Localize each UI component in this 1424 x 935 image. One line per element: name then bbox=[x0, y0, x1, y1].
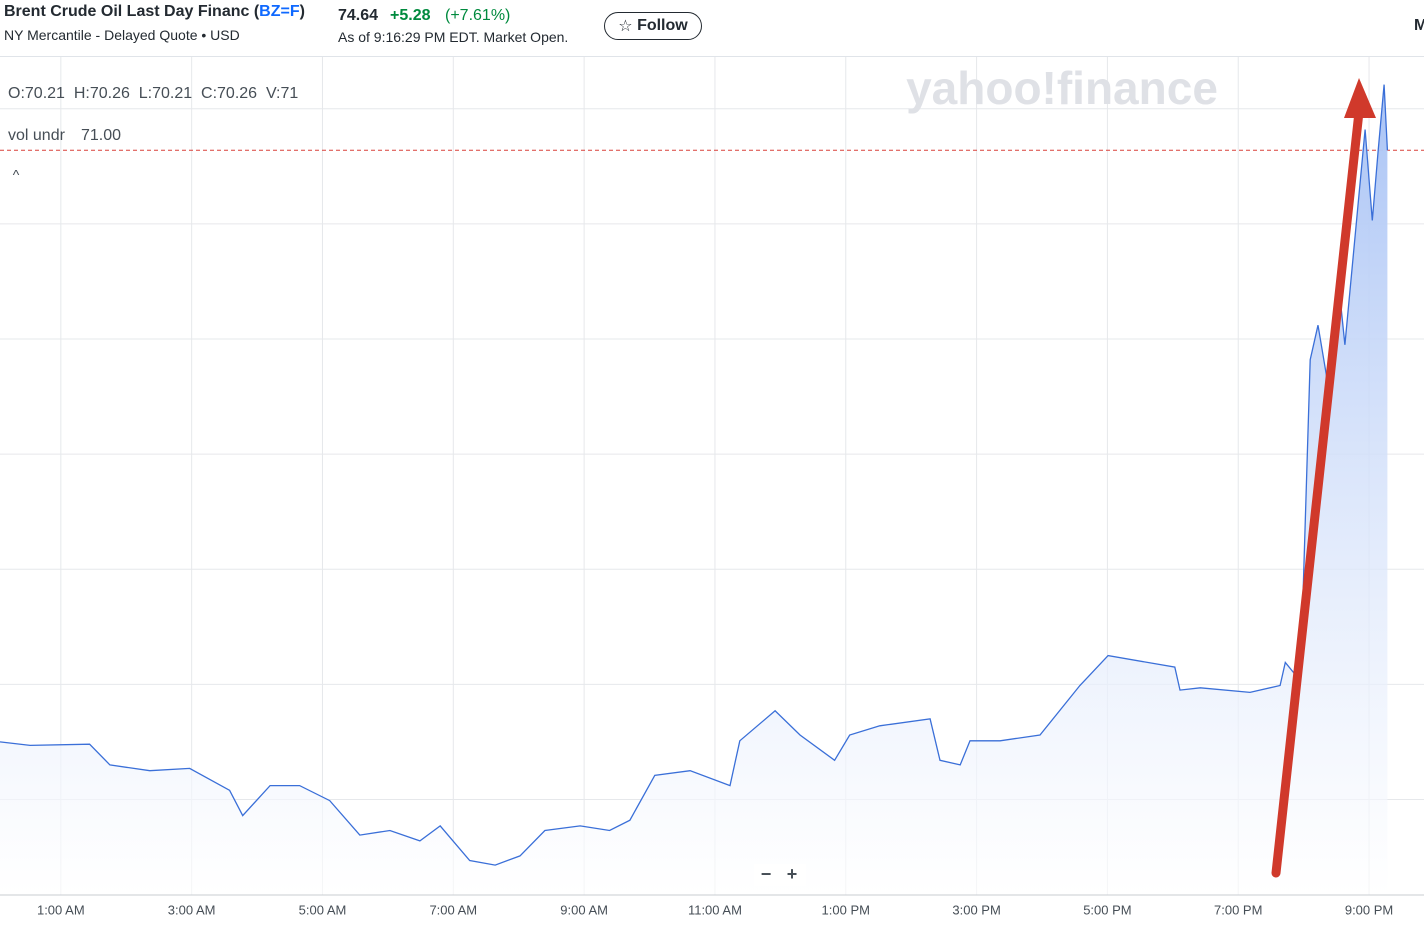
x-tick-label: 9:00 PM bbox=[1345, 902, 1393, 917]
collapse-icon[interactable]: ^ bbox=[13, 167, 20, 183]
indicator-name: vol undr bbox=[8, 127, 66, 144]
zoom-in[interactable]: + bbox=[787, 864, 798, 884]
zoom-out[interactable]: − bbox=[761, 864, 772, 884]
x-tick-label: 5:00 AM bbox=[299, 902, 347, 917]
arrow-shaft bbox=[1271, 107, 1364, 878]
price: 74.64 bbox=[338, 7, 379, 24]
indicator-value: 71.00 bbox=[81, 127, 121, 144]
follow-button[interactable]: ☆ Follow bbox=[604, 12, 702, 40]
x-tick-label: 7:00 AM bbox=[429, 902, 477, 917]
symbol-paren: ( bbox=[253, 3, 260, 20]
quote-title: Brent Crude Oil Last Day Financ (BZ=F) bbox=[4, 3, 305, 21]
quote-subtitle: NY Mercantile - Delayed Quote • USD bbox=[4, 27, 240, 43]
annotation-arrow bbox=[1271, 78, 1376, 878]
x-tick-label: 5:00 PM bbox=[1083, 902, 1131, 917]
x-tick-label: 3:00 PM bbox=[952, 902, 1000, 917]
x-tick-label: 1:00 AM bbox=[37, 902, 85, 917]
price-area bbox=[0, 84, 1388, 896]
zoom-controls bbox=[754, 864, 806, 886]
cut-off-text: M bbox=[1414, 17, 1424, 34]
symbol-paren: ) bbox=[299, 3, 305, 20]
x-tick-label: 7:00 PM bbox=[1214, 902, 1262, 917]
as-of: As of 9:16:29 PM EDT. Market Open. bbox=[338, 29, 569, 45]
symbol[interactable]: BZ=F bbox=[259, 3, 300, 20]
price-change-percent: (+7.61%) bbox=[445, 7, 511, 24]
x-tick-label: 3:00 AM bbox=[168, 902, 216, 917]
x-tick-label: 9:00 AM bbox=[560, 902, 608, 917]
star-icon: ☆ bbox=[618, 18, 638, 35]
follow-label: Follow bbox=[637, 17, 688, 34]
x-tick-label: 11:00 AM bbox=[688, 902, 742, 917]
x-tick-label: 1:00 PM bbox=[822, 902, 870, 917]
watermark: yahoo!finance bbox=[906, 62, 1218, 114]
arrow-head bbox=[1344, 78, 1376, 118]
price-line bbox=[0, 84, 1389, 866]
name: Brent Crude Oil Last Day Financ bbox=[4, 3, 250, 20]
ohlc-readout: O:70.21 H:70.26 L:70.21 C:70.26 V:71 bbox=[8, 85, 298, 102]
price-change: +5.28 bbox=[390, 7, 431, 24]
quote-header: Brent Crude Oil Last Day Financ (BZ=F) N… bbox=[0, 0, 1424, 57]
